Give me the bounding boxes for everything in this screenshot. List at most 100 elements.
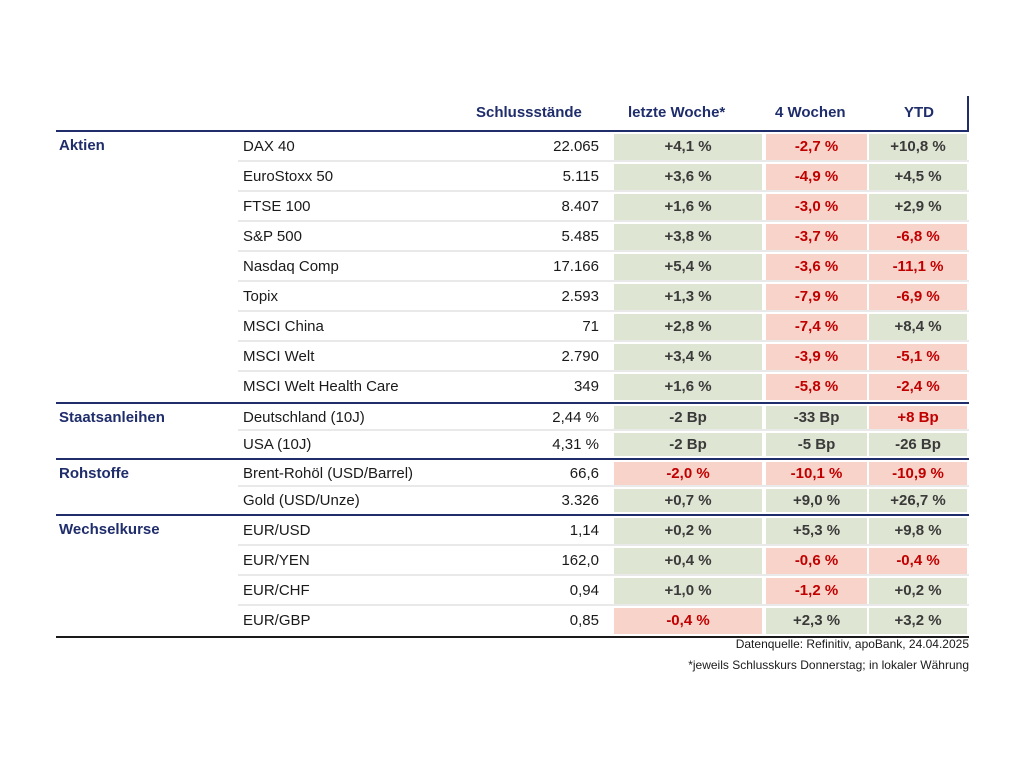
table-body: Aktien DAX 40 22.065 +4,1 % -2,7 % +10,8 % Eur… bbox=[56, 132, 969, 638]
change-ytd: -5,1 % bbox=[869, 344, 967, 370]
instrument-name: EUR/GBP bbox=[243, 612, 311, 629]
change-4-weeks: -33 Bp bbox=[766, 406, 867, 429]
group-title: Wechselkurse bbox=[59, 521, 160, 538]
group-staatsanleihen: Staatsanleihen Deutschland (10J) 2,44 % -2 … bbox=[56, 404, 969, 460]
instrument-name: S&P 500 bbox=[243, 228, 302, 245]
change-ytd: -6,9 % bbox=[869, 284, 967, 310]
change-last-week: +1,0 % bbox=[614, 578, 762, 604]
group-aktien: Aktien DAX 40 22.065 +4,1 % -2,7 % +10,8 % Eur… bbox=[56, 132, 969, 404]
header-closing-values: Schlussstände bbox=[476, 104, 582, 121]
instrument-name: EUR/YEN bbox=[243, 552, 310, 569]
change-4-weeks: -4,9 % bbox=[766, 164, 867, 190]
closing-value: 71 bbox=[582, 318, 599, 335]
closing-value: 8.407 bbox=[561, 198, 599, 215]
table-row: Gold (USD/Unze) 3.326 +0,7 % +9,0 % +26,7 % bbox=[56, 487, 969, 514]
table-row: EUR/YEN 162,0 +0,4 % -0,6 % -0,4 % bbox=[56, 546, 969, 576]
change-ytd: +2,9 % bbox=[869, 194, 967, 220]
table-row: Topix 2.593 +1,3 % -7,9 % -6,9 % bbox=[56, 282, 969, 312]
closing-value: 2,44 % bbox=[552, 409, 599, 426]
change-4-weeks: -2,7 % bbox=[766, 134, 867, 160]
closing-value: 1,14 bbox=[569, 522, 599, 539]
table-row: EUR/GBP 0,85 -0,4 % +2,3 % +3,2 % bbox=[56, 606, 969, 636]
change-4-weeks: -1,2 % bbox=[766, 578, 867, 604]
change-ytd: -2,4 % bbox=[869, 374, 967, 400]
footnote: *jeweils Schlusskurs Donnerstag; in loka… bbox=[688, 658, 969, 672]
closing-value: 5.485 bbox=[561, 228, 599, 245]
table-row: EUR/USD 1,14 +0,2 % +5,3 % +9,8 % bbox=[56, 516, 969, 546]
closing-value: 17.166 bbox=[553, 258, 599, 275]
change-last-week: -2 Bp bbox=[614, 406, 762, 429]
change-ytd: -0,4 % bbox=[869, 548, 967, 574]
change-ytd: +8 Bp bbox=[869, 406, 967, 429]
footer: Datenquelle: Refinitiv, apoBank, 24.04.2… bbox=[688, 634, 969, 676]
instrument-name: Gold (USD/Unze) bbox=[243, 492, 360, 509]
closing-value: 0,85 bbox=[569, 612, 599, 629]
change-last-week: -2,0 % bbox=[614, 462, 762, 485]
closing-value: 3.326 bbox=[561, 492, 599, 509]
instrument-name: Deutschland (10J) bbox=[243, 409, 365, 426]
change-last-week: +0,7 % bbox=[614, 489, 762, 512]
table-row: USA (10J) 4,31 % -2 Bp -5 Bp -26 Bp bbox=[56, 431, 969, 458]
change-4-weeks: -7,9 % bbox=[766, 284, 867, 310]
table-row: MSCI China 71 +2,8 % -7,4 % +8,4 % bbox=[56, 312, 969, 342]
change-4-weeks: +2,3 % bbox=[766, 608, 867, 634]
change-4-weeks: -5 Bp bbox=[766, 433, 867, 456]
change-4-weeks: -3,0 % bbox=[766, 194, 867, 220]
instrument-name: FTSE 100 bbox=[243, 198, 311, 215]
table-row: FTSE 100 8.407 +1,6 % -3,0 % +2,9 % bbox=[56, 192, 969, 222]
table-header: Schlussstände letzte Woche* 4 Wochen YTD bbox=[56, 96, 969, 132]
change-ytd: +26,7 % bbox=[869, 489, 967, 512]
change-ytd: +0,2 % bbox=[869, 578, 967, 604]
change-4-weeks: +5,3 % bbox=[766, 518, 867, 544]
data-source-note: Datenquelle: Refinitiv, apoBank, 24.04.2… bbox=[735, 637, 969, 651]
header-4-weeks: 4 Wochen bbox=[775, 104, 846, 121]
change-last-week: +3,4 % bbox=[614, 344, 762, 370]
instrument-name: Brent-Rohöl (USD/Barrel) bbox=[243, 465, 414, 482]
change-last-week: +3,8 % bbox=[614, 224, 762, 250]
change-last-week: +0,4 % bbox=[614, 548, 762, 574]
table-row: MSCI Welt Health Care 349 +1,6 % -5,8 % -2,4… bbox=[56, 372, 969, 402]
closing-value: 349 bbox=[573, 378, 599, 395]
table-row: EuroStoxx 50 5.115 +3,6 % -4,9 % +4,5 % bbox=[56, 162, 969, 192]
change-ytd: -26 Bp bbox=[869, 433, 967, 456]
change-4-weeks: -10,1 % bbox=[766, 462, 867, 485]
table-row: DAX 40 22.065 +4,1 % -2,7 % +10,8 % bbox=[56, 132, 969, 162]
change-ytd: +10,8 % bbox=[869, 134, 967, 160]
closing-value: 66,6 bbox=[569, 465, 599, 482]
change-4-weeks: -0,6 % bbox=[766, 548, 867, 574]
change-4-weeks: +9,0 % bbox=[766, 489, 867, 512]
change-ytd: -10,9 % bbox=[869, 462, 967, 485]
change-last-week: +1,6 % bbox=[614, 374, 762, 400]
table-row: S&P 500 5.485 +3,8 % -3,7 % -6,8 % bbox=[56, 222, 969, 252]
change-last-week: +3,6 % bbox=[614, 164, 762, 190]
change-last-week: -0,4 % bbox=[614, 608, 762, 634]
change-ytd: +4,5 % bbox=[869, 164, 967, 190]
change-ytd: -11,1 % bbox=[869, 254, 967, 280]
change-ytd: +3,2 % bbox=[869, 608, 967, 634]
instrument-name: EUR/USD bbox=[243, 522, 311, 539]
change-ytd: +8,4 % bbox=[869, 314, 967, 340]
closing-value: 4,31 % bbox=[552, 436, 599, 453]
change-last-week: +1,3 % bbox=[614, 284, 762, 310]
instrument-name: Nasdaq Comp bbox=[243, 258, 339, 275]
header-ytd: YTD bbox=[904, 104, 934, 121]
closing-value: 2.790 bbox=[561, 348, 599, 365]
change-4-weeks: -3,7 % bbox=[766, 224, 867, 250]
change-last-week: +1,6 % bbox=[614, 194, 762, 220]
table-row: MSCI Welt 2.790 +3,4 % -3,9 % -5,1 % bbox=[56, 342, 969, 372]
closing-value: 0,94 bbox=[569, 582, 599, 599]
group-wechselkurse: Wechselkurse EUR/USD 1,14 +0,2 % +5,3 % +9,8 … bbox=[56, 516, 969, 638]
instrument-name: USA (10J) bbox=[243, 436, 312, 453]
change-4-weeks: -5,8 % bbox=[766, 374, 867, 400]
instrument-name: DAX 40 bbox=[243, 138, 295, 155]
change-ytd: +9,8 % bbox=[869, 518, 967, 544]
group-title: Rohstoffe bbox=[59, 465, 129, 482]
instrument-name: EuroStoxx 50 bbox=[243, 168, 334, 185]
group-title: Staatsanleihen bbox=[59, 409, 165, 426]
change-4-weeks: -7,4 % bbox=[766, 314, 867, 340]
change-4-weeks: -3,9 % bbox=[766, 344, 867, 370]
change-ytd: -6,8 % bbox=[869, 224, 967, 250]
closing-value: 162,0 bbox=[561, 552, 599, 569]
change-last-week: -2 Bp bbox=[614, 433, 762, 456]
change-last-week: +4,1 % bbox=[614, 134, 762, 160]
